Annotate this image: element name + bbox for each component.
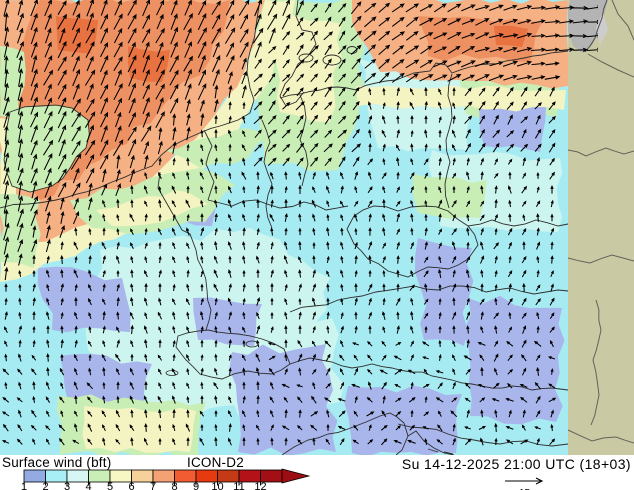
reference-arrow-label: 15 [519, 488, 531, 490]
outside-domain-area [567, 0, 634, 455]
colorbar-label: 2 [42, 481, 48, 490]
wind-speed-field [0, 0, 568, 455]
model-name: ICON-D2 [187, 455, 244, 470]
colorbar-arrow-tip [281, 468, 311, 484]
colorbar-label: 1 [21, 481, 27, 490]
colorbar-label: 6 [128, 481, 134, 490]
reference-arrow-icon [505, 477, 544, 485]
product-title: Surface wind (bft) [2, 455, 111, 470]
valid-time-label: Su 14-12-2025 21:00 UTC (18+03) [402, 456, 631, 472]
colorbar-label: 9 [193, 481, 199, 490]
colorbar: 1 2 3 4 5 6 7 8 9 10 11 12 [21, 468, 311, 490]
colorbar-label: 7 [150, 481, 156, 490]
colorbar-label: 10 [211, 481, 223, 490]
reference-wind-arrow: 15 [505, 477, 544, 490]
colorbar-label: 12 [254, 481, 266, 490]
colorbar-label: 8 [171, 481, 177, 490]
wind-arrows [1, 0, 598, 447]
colorbar-label: 4 [85, 481, 91, 490]
colorbar-label: 5 [107, 481, 113, 490]
colorbar-label: 11 [233, 481, 244, 490]
colorbar-label: 3 [64, 481, 70, 490]
